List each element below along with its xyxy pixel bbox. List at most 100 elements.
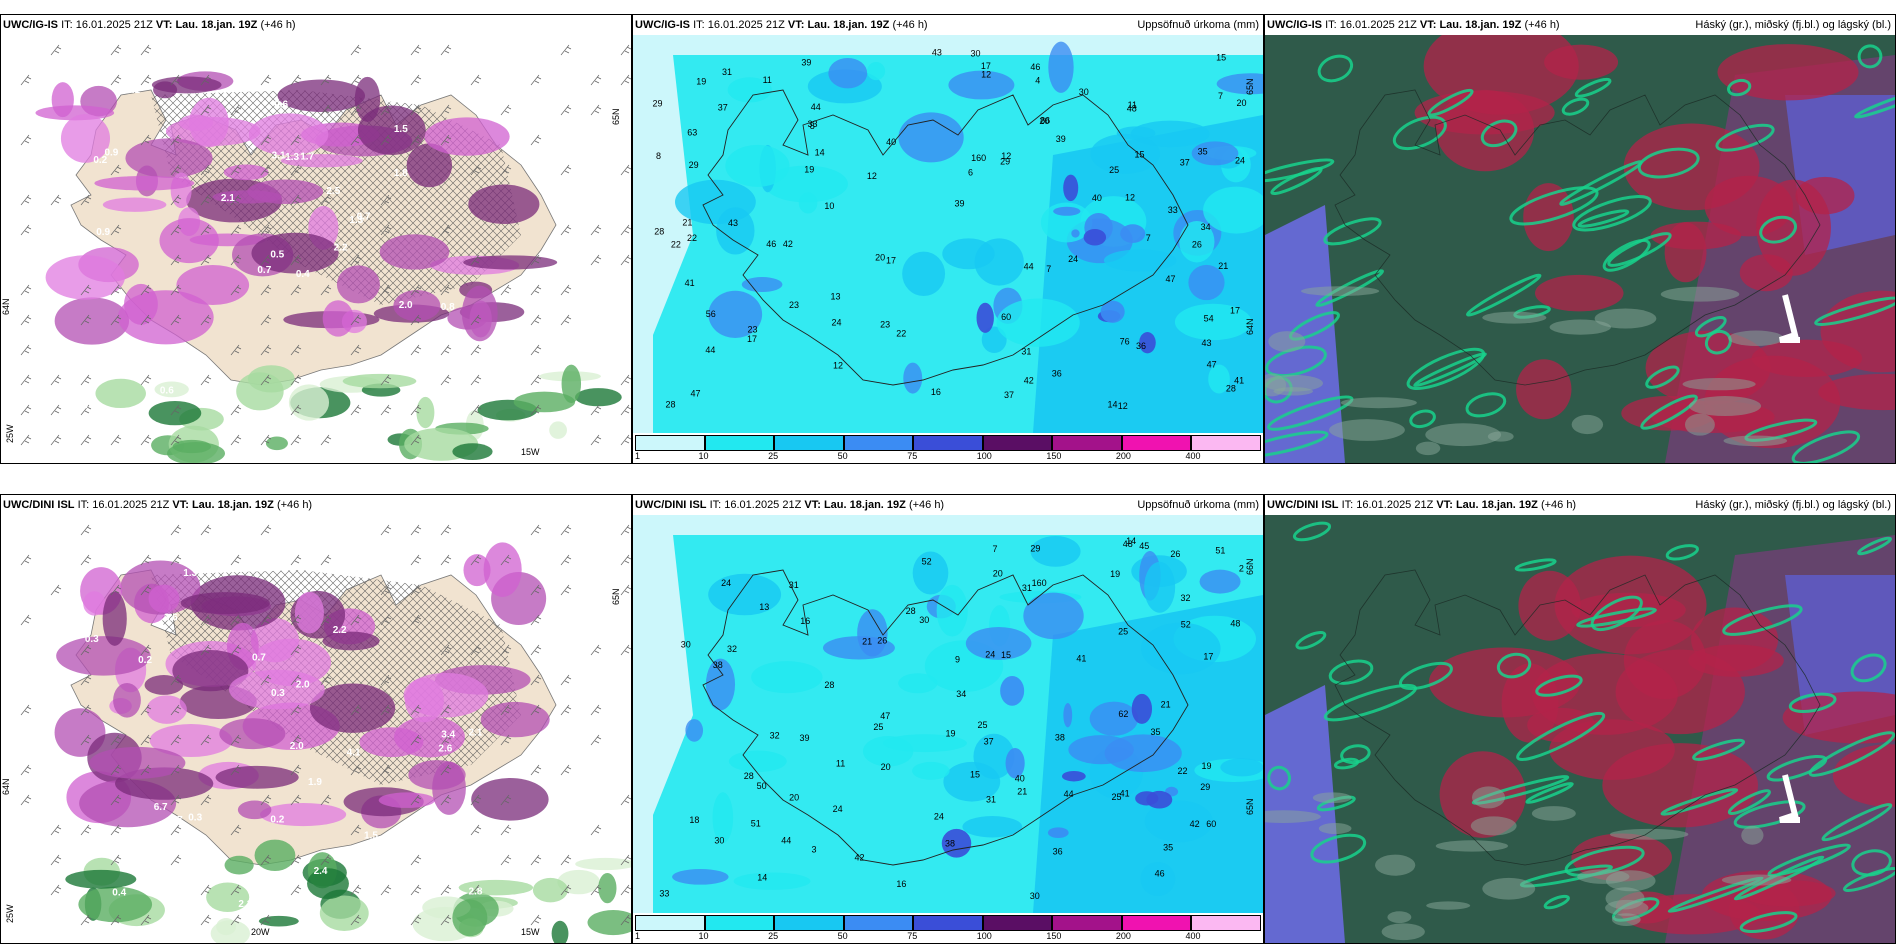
precip-value-label: 0.5 (270, 249, 284, 260)
latitude-label: 66N (1245, 558, 1255, 575)
precip-value-label: 1.5 (394, 124, 408, 135)
precip-value-label: 0.8 (185, 348, 199, 359)
accum-value-label: 20 (993, 569, 1003, 579)
accum-value-label: 26 (1170, 549, 1180, 559)
precip-value-label: 2.6 (73, 383, 87, 394)
accum-value-label: 52 (1181, 620, 1191, 630)
accum-value-label: 24 (934, 811, 944, 821)
accum-value-label: 30 (1030, 891, 1040, 901)
accum-value-label: 4 (1035, 75, 1040, 85)
precip-value-label: 1.3 (57, 215, 71, 226)
accum-value-label: 43 (1202, 338, 1212, 348)
accum-value-label: 16 (800, 616, 810, 626)
init-time-value: 16.01.2025 21Z (1339, 19, 1417, 31)
lead-time: (+46 h) (908, 499, 945, 511)
accum-value-label: 29 (1000, 156, 1010, 166)
colorbar-tick-label: 75 (907, 451, 918, 461)
valid-time-value: Lau. 18.jan. 19Z (175, 19, 258, 31)
panel-header: UWC/IG-IS IT: 16.01.2025 21Z VT: Lau. 18… (1265, 15, 1895, 35)
map-canvas: 0.2 0.3 0.3 1.3 0.3 2.2 2.9 4.1 2.3 2.6 2.4 3.4 2.8 2… (1, 515, 631, 943)
accum-map: 11 12 7 6 44 160 60 12 10 13 11 19 28 42 25 22 28 23 30 54 1… (633, 35, 1263, 433)
accum-value-label: 26 (877, 635, 887, 645)
longitude-label: 15W (521, 927, 540, 937)
accum-value-label: 19 (1110, 569, 1120, 579)
accum-value-label: 25 (977, 720, 987, 730)
accum-value-label: 15 (1216, 53, 1226, 63)
accum-value-label: 30 (919, 615, 929, 625)
precip-value-label: 0.2 (138, 655, 152, 666)
map-canvas: 0.4 0.2 0.5 2.6 1.3 0.8 0.3 1.7 1.5 2.2 5.1 1.6 0.9 1… (1, 35, 631, 463)
map-panel-top-right: UWC/IG-IS IT: 16.01.2025 21Z VT: Lau. 18… (1264, 14, 1896, 464)
accum-value-label: 40 (886, 137, 896, 147)
accum-value-label: 28 (665, 399, 675, 409)
accum-value-label: 36 (1053, 847, 1063, 857)
accum-value-label: 37 (1004, 390, 1014, 400)
precip-value-label: 0.7 (257, 265, 271, 276)
colorbar-tick-label: 75 (907, 931, 918, 941)
colorbar-swatch (704, 435, 775, 451)
accum-value-label: 44 (1064, 789, 1074, 799)
longitude-label: 15W (521, 447, 540, 457)
precip-value-label: 2.2 (334, 242, 348, 253)
accum-value-label: 8 (656, 151, 661, 161)
longitude-label: 25W (5, 904, 15, 923)
accum-value-label: 29 (653, 98, 663, 108)
accum-value-label: 47 (1166, 274, 1176, 284)
colorbar-swatch (774, 915, 844, 931)
accum-value-label: 35 (1198, 147, 1208, 157)
panel-field-title: Háský (gr.), miðský (fj.bl.) og lágský (… (1695, 19, 1891, 31)
accum-value-label: 51 (1215, 546, 1225, 556)
init-time-label: IT: (1325, 19, 1337, 31)
accum-value-label: 33 (1168, 205, 1178, 215)
accum-value-label: 39 (955, 198, 965, 208)
accum-value-label: 46 (1155, 869, 1165, 879)
precip-type-map: 0.2 0.3 0.3 1.3 0.3 2.2 2.9 4.1 2.3 2.6 2.4 3.4 2.8 2… (1, 515, 631, 943)
colorbar-swatch (774, 435, 844, 451)
precip-value-label: 3.4 (441, 730, 455, 741)
valid-time-label: VT: (172, 499, 189, 511)
accum-value-label: 24 (833, 804, 843, 814)
lead-time: (+46 h) (260, 19, 296, 31)
accum-value-label: 34 (1201, 222, 1211, 232)
valid-time-value: Lau. 18.jan. 19Z (1439, 19, 1522, 31)
accum-value-label: 17 (747, 334, 757, 344)
panel-header: UWC/IG-IS IT: 16.01.2025 21Z VT: Lau. 18… (633, 15, 1263, 35)
latitude-label: 64N (1245, 318, 1255, 335)
colorbar-tick-label: 1 (635, 451, 641, 461)
precip-value-label: 0.8 (74, 400, 88, 411)
precip-value-label: 6.7 (154, 802, 168, 813)
accum-value-label: 23 (748, 325, 758, 335)
panel-field-title: Uppsöfnuð úrkoma (mm) (1137, 499, 1259, 511)
precip-value-label: 0.2 (270, 814, 284, 825)
model-name: UWC/IG-IS (3, 19, 58, 31)
init-time-label: IT: (77, 499, 90, 511)
panel-header: UWC/DINI ISL IT: 16.01.2025 21Z VT: Lau.… (1, 495, 631, 515)
precip-value-label: 0.7 (252, 653, 266, 664)
precip-value-label: 2.0 (290, 741, 304, 752)
precip-value-label: 0.4 (296, 269, 310, 280)
accum-value-label: 30 (1079, 87, 1089, 97)
accum-value-label: 30 (970, 48, 980, 58)
colorbar-tick-label: 25 (768, 451, 779, 461)
accum-value-label: 32 (727, 644, 737, 654)
accum-value-label: 28 (654, 227, 664, 237)
panel-header: UWC/DINI ISL IT: 16.01.2025 21Z VT: Lau.… (1265, 495, 1895, 515)
accum-value-label: 46 (1030, 62, 1040, 72)
precip-value-label: 2.7 (169, 815, 183, 826)
accum-value-label: 19 (804, 164, 814, 174)
precip-value-label: 0.4 (112, 888, 126, 899)
colorbar-tick-label: 150 (1046, 931, 1062, 941)
precip-value-label: 0.5 (539, 665, 553, 676)
accum-value-label: 86 (1040, 115, 1050, 125)
accum-value-label: 16 (896, 879, 906, 889)
precip-value-label: 2.8 (469, 887, 483, 898)
precip-value-label: 2.1 (238, 899, 252, 910)
accum-value-label: 7 (1046, 264, 1051, 274)
accum-value-label: 43 (932, 48, 942, 58)
accum-value-label: 29 (1030, 543, 1040, 553)
model-name: UWC/DINI ISL (1267, 499, 1339, 511)
accum-value-label: 36 (1052, 368, 1062, 378)
accum-value-label: 25 (873, 722, 883, 732)
accum-value-label: 17 (1230, 306, 1240, 316)
accum-value-label: 21 (1161, 699, 1171, 709)
